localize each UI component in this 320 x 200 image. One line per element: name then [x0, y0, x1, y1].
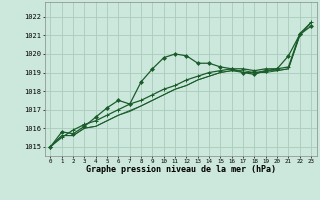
X-axis label: Graphe pression niveau de la mer (hPa): Graphe pression niveau de la mer (hPa) — [86, 165, 276, 174]
